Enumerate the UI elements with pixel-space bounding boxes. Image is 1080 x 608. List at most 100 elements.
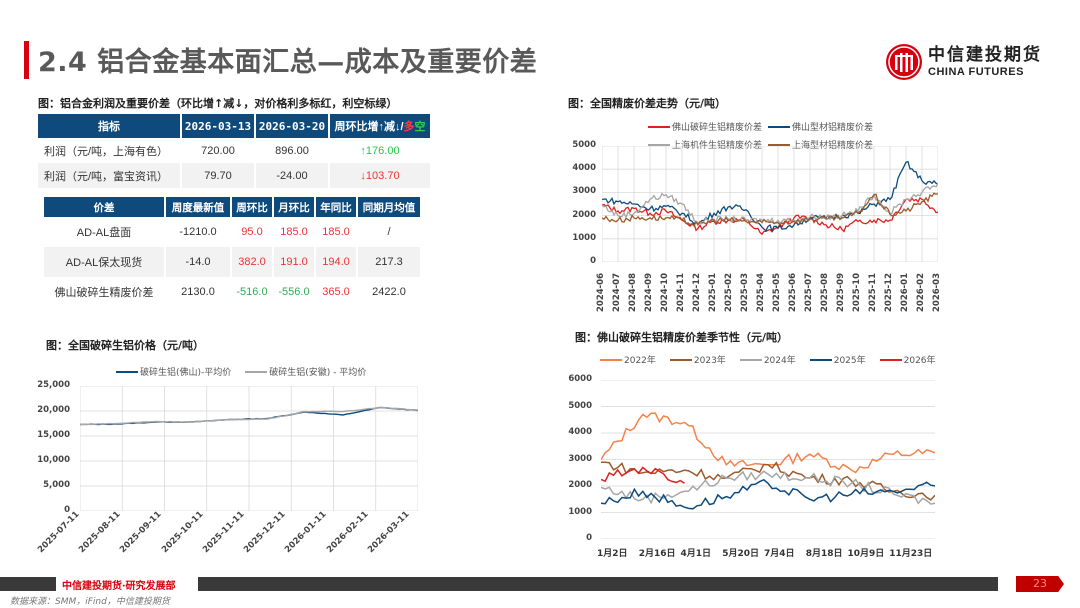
x-tick-label: 2025-10-11 <box>159 509 206 556</box>
chart-legend-spread-trend: 佛山破碎生铝精废价差 佛山型材铝精废价差 <box>648 120 879 133</box>
cell-value: -24.00 <box>256 163 328 188</box>
table-row: 佛山破碎生精废价差 2130.0 -516.0 -556.0 365.0 242… <box>44 277 420 307</box>
x-tick-label: 2025-11-11 <box>200 509 247 556</box>
y-tick-label: 2000 <box>572 209 596 220</box>
cell-latest: -1210.0 <box>179 226 217 238</box>
x-tick-label: 2026-03 <box>932 272 942 312</box>
x-tick-label: 2025-05 <box>772 272 782 312</box>
spread-table: 价差 周度最新值 周环比 月环比 年同比 同期月均值 AD-AL盘面 -1210… <box>42 197 422 307</box>
x-tick-label: 2025-03 <box>740 272 750 312</box>
x-tick-label: 7月4日 <box>764 549 795 559</box>
x-tick-label: 2024-10 <box>660 272 670 312</box>
x-tick-label: 2024-08 <box>628 272 638 312</box>
x-tick-label: 2026-01 <box>900 272 910 312</box>
col-header-date2: 2026-03-20 <box>256 114 328 138</box>
table-row: AD-AL盘面 -1210.0 95.0 185.0 185.0 / <box>44 217 420 247</box>
chart-title-scrap-price: 图：全国破碎生铝价格（元/吨） <box>46 339 205 352</box>
company-logo: 中信建投期货 CHINA FUTURES <box>886 44 1042 80</box>
table-caption: 图：铝合金利润及重要价差（环比增↑减↓，对价格利多标红，利空标绿） <box>38 97 398 110</box>
x-tick-label: 2025-08 <box>820 272 830 312</box>
page-title: 2.4 铝合金基本面汇总—成本及重要价差 <box>38 47 538 78</box>
col-header-date1: 2026-03-13 <box>182 114 254 138</box>
x-tick-label: 2025-04 <box>756 272 766 312</box>
x-tick-label: 10月9日 <box>847 549 885 559</box>
x-tick-label: 2025-12-11 <box>242 509 288 556</box>
x-tick-label: 2025-09-11 <box>118 509 164 556</box>
page-number: 23 <box>1016 576 1064 592</box>
title-accent-bar <box>24 41 29 79</box>
table-row: 利润（元/吨，富宝资讯） 79.70 -24.00 ↓103.70 <box>38 163 430 188</box>
cell-change: ↓103.70 <box>330 163 430 188</box>
x-tick-label: 8月18日 <box>805 549 843 559</box>
x-tick-label: 2024-07 <box>612 272 622 312</box>
cell-avg: 217.3 <box>358 247 420 277</box>
x-tick-label: 2025-01 <box>708 272 718 312</box>
line-chart-spread-trend <box>602 146 938 262</box>
chart-title-seasonality: 图：佛山破碎生铝精废价差季节性（元/吨） <box>575 331 789 344</box>
row-label: 佛山破碎生精废价差 <box>54 287 154 299</box>
chart-legend-seasonality: 2022年 2023年 2024年 2025年 2026年 <box>600 353 942 366</box>
chart-legend-scrap-price: 破碎生铝(佛山)-平均价 破碎生铝(安徽) - 平均价 <box>116 365 372 378</box>
series-line <box>601 466 685 484</box>
cell-value: 896.00 <box>275 144 309 157</box>
row-label: 利润（元/吨，上海有色） <box>44 145 169 158</box>
cell-latest: 2130.0 <box>181 286 215 298</box>
series-line <box>602 192 938 228</box>
x-tick-label: 2025-10 <box>852 272 862 312</box>
y-tick-label: 0 <box>586 533 592 543</box>
col-header-spread: 价差 <box>44 197 164 217</box>
x-tick-label: 2025-02 <box>724 272 734 312</box>
x-tick-label: 2025-09 <box>836 272 846 312</box>
x-tick-label: 2024-06 <box>596 272 606 312</box>
footer-bar-right <box>198 577 998 591</box>
series-line <box>601 412 935 474</box>
y-tick-label: 1000 <box>568 506 592 517</box>
series-line <box>602 160 938 233</box>
cell-value: 720.00 <box>201 144 235 157</box>
line-chart-scrap-price <box>80 386 418 511</box>
cell-latest: -14.0 <box>166 247 230 277</box>
col-header-mom: 月环比 <box>274 197 314 217</box>
series-line <box>602 197 938 236</box>
cell-wow: 382.0 <box>232 247 272 277</box>
x-tick-label: 2026-02-11 <box>324 509 371 556</box>
x-tick-label: 2024-11 <box>676 272 686 312</box>
cell-mom: -556.0 <box>278 286 310 298</box>
x-tick-label: 2025-06 <box>788 272 798 312</box>
x-tick-label: 2026-02 <box>916 272 926 312</box>
line-chart-seasonality <box>601 380 935 539</box>
cell-yoy: 194.0 <box>316 247 356 277</box>
y-tick-label: 15,000 <box>37 430 70 440</box>
series-line <box>601 470 935 505</box>
y-tick-label: 5,000 <box>43 480 70 490</box>
y-tick-label: 0 <box>590 256 596 266</box>
y-tick-label: 5000 <box>572 140 596 150</box>
col-header-wow: 周环比 <box>232 197 272 217</box>
row-label: AD-AL盘面 <box>76 227 132 239</box>
series-line <box>601 478 935 510</box>
x-tick-label: 5月20日 <box>722 549 760 559</box>
row-label: 利润（元/吨，富宝资讯） <box>38 163 180 188</box>
x-tick-label: 2025-11 <box>868 272 878 312</box>
x-tick-label: 1月2日 <box>597 549 628 559</box>
x-tick-label: 2024-12 <box>692 272 702 312</box>
y-tick-label: 10,000 <box>37 455 70 465</box>
x-tick-label: 2026-03-11 <box>365 509 412 556</box>
y-tick-label: 3000 <box>572 186 596 197</box>
x-tick-label: 2025-07 <box>804 272 814 312</box>
y-tick-label: 3000 <box>568 453 592 464</box>
y-tick-label: 0 <box>64 505 70 515</box>
cell-yoy: 185.0 <box>322 226 350 238</box>
y-tick-label: 4000 <box>572 163 596 174</box>
logo-chinese-text: 中信建投期货 <box>928 44 1042 65</box>
table-row: 利润（元/吨，上海有色） 720.00 896.00 ↑176.00 <box>38 138 430 163</box>
series-line <box>80 406 418 426</box>
cell-wow: 95.0 <box>241 226 263 238</box>
cell-wow: -516.0 <box>236 286 268 298</box>
cell-value: 79.70 <box>182 163 254 188</box>
row-label: AD-AL保太现货 <box>44 247 164 277</box>
y-tick-label: 20,000 <box>37 405 70 415</box>
cell-mom: 185.0 <box>280 226 308 238</box>
series-line <box>601 461 935 501</box>
cell-avg: 2422.0 <box>372 286 406 298</box>
